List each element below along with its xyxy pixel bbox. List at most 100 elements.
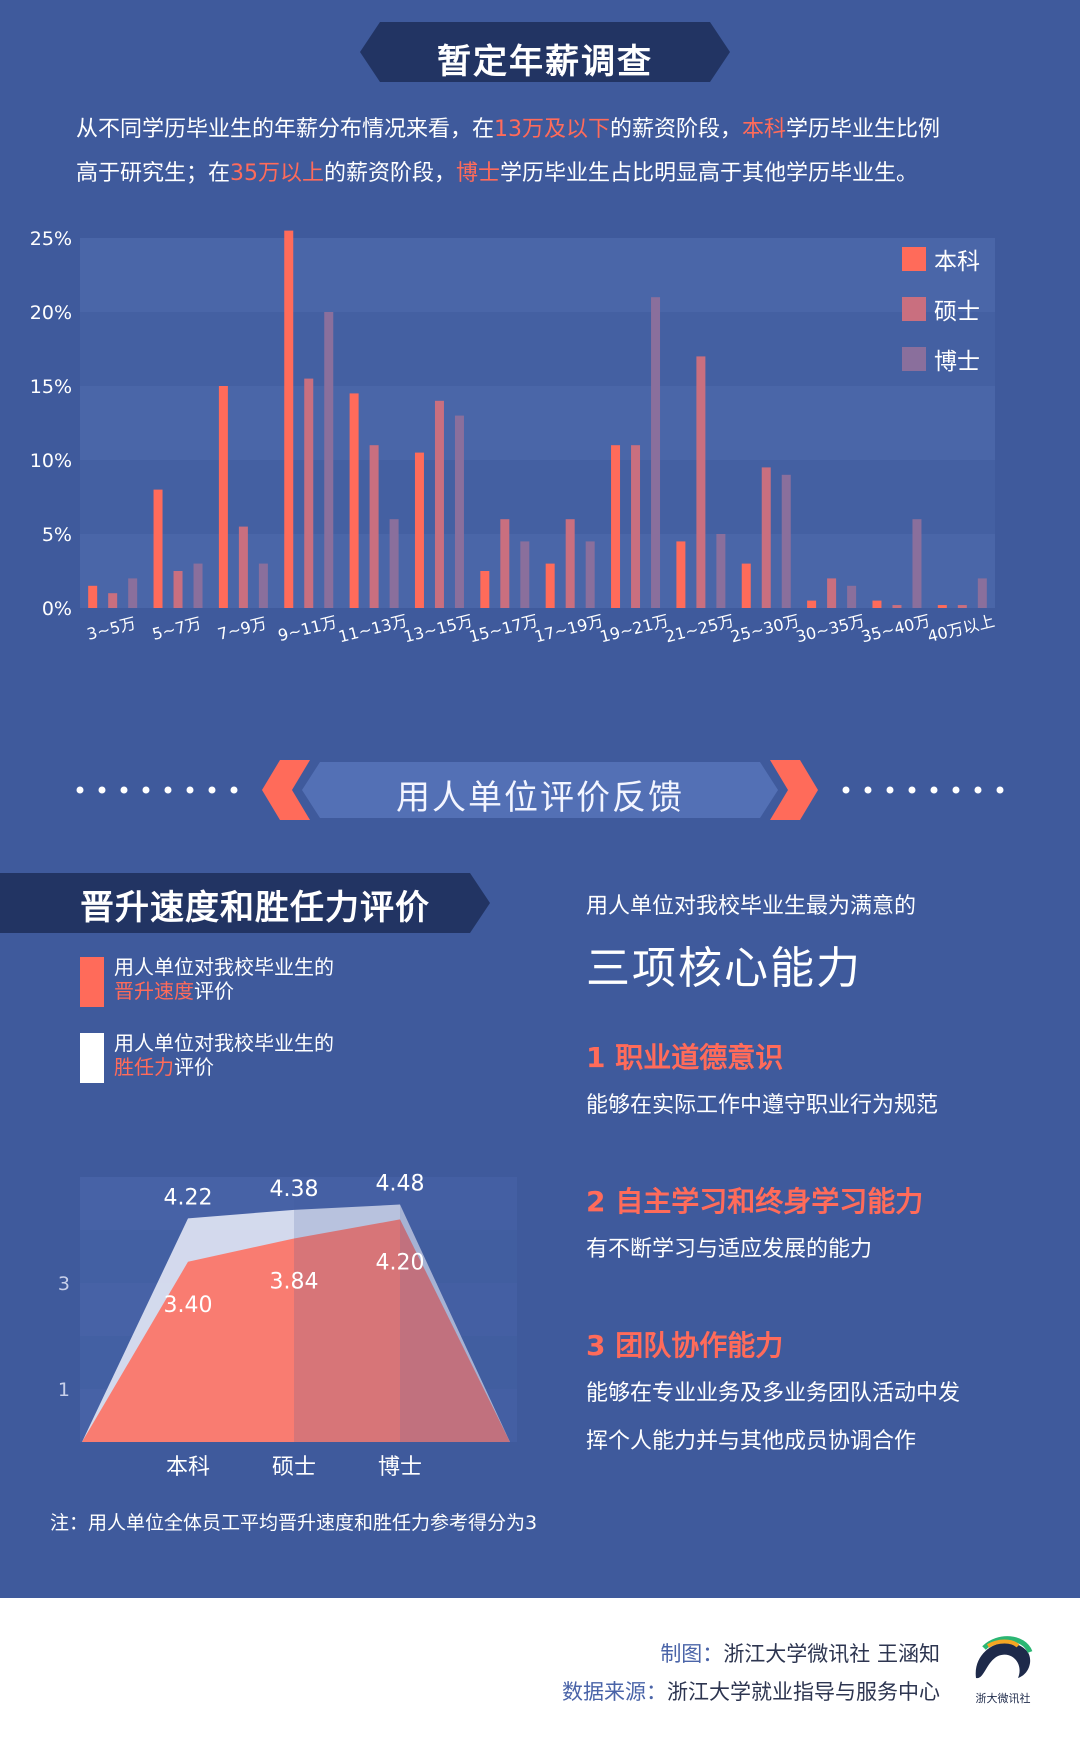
ability-item: 3 团队协作能力 能够在专业业务及多业务团队活动中发 挥个人能力并与其他成员协调… xyxy=(586,1324,1026,1466)
legend-swatch xyxy=(902,297,926,321)
intro-highlight: 本科 xyxy=(742,117,787,142)
bar xyxy=(454,415,464,608)
legend-swatch xyxy=(80,957,104,1007)
ability-desc: 能够在实际工作中遵守职业行为规范 xyxy=(586,1093,939,1118)
intro-text: 学历毕业生占比明显高于其他学历毕业生。 xyxy=(500,161,919,186)
intro-highlight: 博士 xyxy=(456,161,501,186)
x-category-label: 博士 xyxy=(378,1455,422,1480)
x-tick-label: 5~7万 xyxy=(150,613,203,643)
data-label-promotion: 3.40 xyxy=(164,1293,213,1318)
ability-desc: 有不断学习与适应发展的能力 xyxy=(586,1237,873,1262)
bar xyxy=(741,563,751,608)
bar xyxy=(258,563,268,608)
bar xyxy=(284,230,294,608)
intro-highlight: 35万以上 xyxy=(230,161,325,186)
bar xyxy=(781,474,791,608)
bar xyxy=(218,386,228,608)
y-tick-label: 5% xyxy=(42,524,72,546)
intro-highlight: 13万及以下 xyxy=(494,117,611,142)
abilities-subtitle: 用人单位对我校毕业生最为满意的 xyxy=(586,894,917,919)
banner-shape xyxy=(360,22,730,82)
x-tick-label: 40万以上 xyxy=(926,611,997,646)
section-divider: 用人单位评价反馈 xyxy=(70,760,1010,820)
credit-line: 制图：浙江大学微讯社 王涵知 xyxy=(660,1638,940,1668)
area-promotion xyxy=(82,1219,510,1442)
bar xyxy=(631,445,641,608)
legend-rest: 评价 xyxy=(194,979,234,1003)
grid-band xyxy=(80,460,995,534)
brand-logo: 浙大微讯社 xyxy=(968,1628,1038,1708)
legend-swatch xyxy=(902,347,926,371)
x-tick-label: 19~21万 xyxy=(598,611,671,646)
bar xyxy=(480,571,490,608)
bar xyxy=(389,519,399,608)
bar xyxy=(761,467,771,608)
bar xyxy=(434,400,444,608)
x-tick-label: 25~30万 xyxy=(729,611,802,646)
x-tick-label: 11~13万 xyxy=(336,611,409,646)
bar xyxy=(173,571,183,608)
y-tick-label: 0% xyxy=(42,598,72,620)
legend-swatch xyxy=(902,247,926,271)
bar xyxy=(565,519,575,608)
bar xyxy=(716,534,726,608)
intro-line-1: 从不同学历毕业生的年薪分布情况来看，在13万及以下的薪资阶段，本科学历毕业生比例 xyxy=(76,108,1016,152)
legend-item-bachelor: 本科 xyxy=(902,234,980,284)
section2-title-bg xyxy=(0,873,490,933)
y-tick-label: 15% xyxy=(30,376,72,398)
data-label-promotion: 3.84 xyxy=(270,1269,319,1294)
bar xyxy=(414,452,424,608)
x-tick-label: 15~17万 xyxy=(467,611,540,646)
bar xyxy=(892,605,902,608)
divider-decoration xyxy=(76,760,1004,820)
bar xyxy=(957,605,967,608)
bar xyxy=(676,541,686,608)
column-shade xyxy=(294,1177,400,1442)
x-tick-label: 21~25万 xyxy=(663,611,736,646)
x-category-label: 硕士 xyxy=(272,1455,316,1480)
x-tick-label: 13~15万 xyxy=(402,611,475,646)
data-label-competence: 4.48 xyxy=(376,1172,425,1197)
x-category-label: 本科 xyxy=(166,1455,210,1480)
intro-line-2: 高于研究生；在35万以上的薪资阶段，博士学历毕业生占比明显高于其他学历毕业生。 xyxy=(76,152,1016,196)
bar xyxy=(651,297,661,608)
ability-title: 3 团队协作能力 xyxy=(586,1329,784,1362)
salary-bar-chart: 0%5%10%15%20%25%3~5万 5~7万 7~9万 9~11万11~13万1… xyxy=(30,228,997,646)
data-label-competence: 4.38 xyxy=(270,1177,319,1202)
bar xyxy=(585,541,595,608)
legend-highlight: 晋升速度 xyxy=(114,979,194,1003)
bar-chart-legend: 本科 硕士 博士 xyxy=(902,234,980,384)
legend-label: 本科 xyxy=(934,249,980,275)
legend-rest: 评价 xyxy=(174,1055,214,1079)
legend-promotion: 用人单位对我校毕业生的 晋升速度评价 xyxy=(80,955,380,1007)
abilities-title: 三项核心能力 xyxy=(586,943,862,994)
bar xyxy=(238,526,248,608)
x-tick-label: 17~19万 xyxy=(533,611,606,646)
ability-title: 1 职业道德意识 xyxy=(586,1041,784,1074)
bar xyxy=(520,541,530,608)
intro-text: 高于研究生；在 xyxy=(76,161,231,186)
bar xyxy=(500,519,510,608)
legend-text: 用人单位对我校毕业生的 晋升速度评价 xyxy=(114,955,380,1003)
chart-note: 注：用人单位全体员工平均晋升速度和胜任力参考得分为3 xyxy=(50,1512,538,1534)
legend-item-phd: 博士 xyxy=(902,334,980,384)
bar xyxy=(807,600,817,608)
bar xyxy=(977,578,987,608)
logo-icon: 浙大微讯社 xyxy=(976,1636,1033,1705)
y-tick-label: 1 xyxy=(58,1379,70,1401)
y-tick-label: 25% xyxy=(30,228,72,250)
column-shade xyxy=(400,1177,517,1442)
bar xyxy=(369,445,379,608)
intro-paragraph: 从不同学历毕业生的年薪分布情况来看，在13万及以下的薪资阶段，本科学历毕业生比例… xyxy=(76,108,1016,196)
bar xyxy=(847,585,857,608)
ability-desc: 挥个人能力并与其他成员协调合作 xyxy=(586,1429,917,1454)
bar xyxy=(912,519,922,608)
bar xyxy=(611,445,621,608)
core-abilities-panel: 用人单位对我校毕业生最为满意的 三项核心能力 1 职业道德意识 能够在实际工作中… xyxy=(586,888,1026,1466)
bar xyxy=(696,356,706,608)
evaluation-area-chart: 1 3 4.22 3.40 本科 4.38 3.84 硕士 4.48 4.20 博士 xyxy=(58,1172,517,1480)
bar xyxy=(545,563,555,608)
credit-label: 制图： xyxy=(660,1642,724,1666)
credit-value: 浙江大学微讯社 王涵知 xyxy=(723,1642,940,1666)
